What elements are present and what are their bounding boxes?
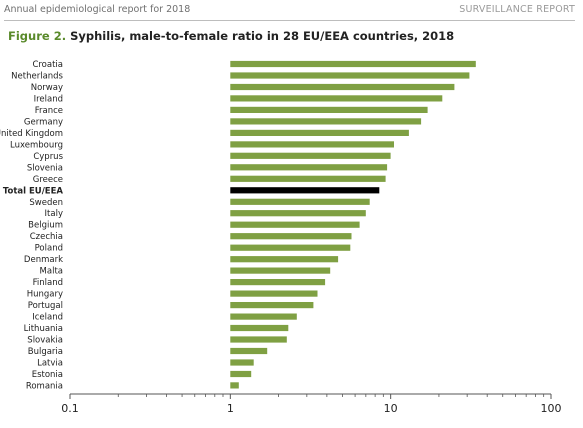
bar (230, 359, 254, 366)
bar (230, 233, 352, 240)
category-label: Sweden (29, 198, 63, 208)
bar (230, 256, 339, 263)
header-divider (4, 20, 575, 21)
report-header: Annual epidemiological report for 2018 S… (4, 4, 575, 18)
category-label: Norway (31, 83, 63, 93)
bar (230, 267, 331, 274)
bar-total-eu-eea (230, 187, 380, 194)
category-label: Greece (33, 175, 63, 185)
bar (230, 83, 455, 91)
bar (230, 106, 428, 113)
category-label: Portugal (28, 301, 63, 311)
bar (230, 244, 351, 251)
bar (230, 302, 314, 309)
category-label: Iceland (32, 313, 63, 323)
bar (230, 164, 388, 171)
bar (230, 221, 360, 228)
bar (230, 129, 409, 136)
category-label: Total EU/EEA (3, 186, 64, 196)
category-label: Romania (26, 381, 63, 391)
x-tick-label: 0.1 (61, 402, 79, 415)
category-label: Latvia (37, 359, 63, 369)
category-label: Finland (33, 278, 63, 288)
category-label: Cyprus (33, 152, 63, 162)
bar (230, 175, 386, 182)
x-tick-label: 10 (384, 402, 398, 415)
bar (230, 141, 394, 148)
category-label: Bulgaria (28, 347, 63, 357)
category-label: Hungary (27, 290, 63, 300)
bar (230, 60, 476, 68)
category-label: Poland (35, 244, 63, 254)
category-label: Ireland (34, 94, 63, 104)
x-tick-label: 1 (227, 402, 234, 415)
bar (230, 210, 366, 217)
category-label: Slovenia (27, 163, 63, 173)
bar (230, 382, 239, 389)
bar (230, 324, 289, 332)
category-label: Czechia (30, 232, 63, 242)
category-label: France (35, 106, 63, 116)
category-label: Italy (45, 209, 63, 219)
category-label: Croatia (32, 60, 63, 70)
report-type: SURVEILLANCE REPORT (459, 4, 575, 15)
bar (230, 290, 318, 297)
x-tick-label: 100 (541, 402, 562, 415)
category-label: United Kingdom (0, 129, 63, 139)
bar (230, 347, 268, 355)
category-label: Estonia (32, 370, 63, 380)
category-label: Luxembourg (10, 140, 63, 150)
bar (230, 370, 252, 378)
category-label: Lithuania (24, 324, 63, 334)
bar (230, 313, 297, 320)
category-label: Denmark (24, 255, 63, 265)
category-label: Malta (40, 267, 63, 277)
category-label: Belgium (28, 221, 63, 231)
category-label: Netherlands (11, 72, 63, 82)
figure-caption: Figure 2. Syphilis, male-to-female ratio… (8, 29, 454, 43)
figure-label: Figure 2. (8, 29, 67, 43)
category-label: Germany (24, 117, 63, 127)
bar (230, 118, 422, 125)
bar (230, 72, 470, 79)
bar (230, 198, 370, 205)
report-name: Annual epidemiological report for 2018 (4, 4, 191, 15)
bar (230, 279, 326, 286)
bar (230, 95, 443, 102)
bar (230, 336, 287, 343)
bar (230, 152, 391, 159)
category-label: Slovakia (27, 336, 63, 346)
figure-title: Syphilis, male-to-female ratio in 28 EU/… (70, 29, 455, 43)
